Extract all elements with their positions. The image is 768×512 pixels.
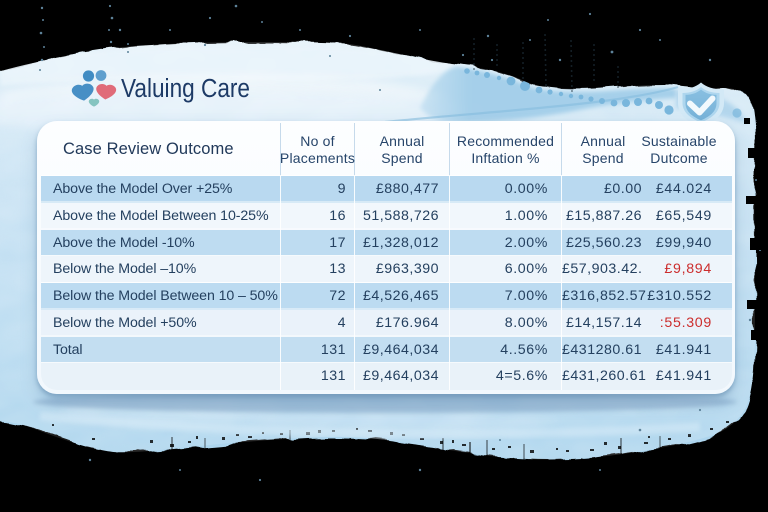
- svg-text:Valuing Care: Valuing Care: [121, 75, 250, 103]
